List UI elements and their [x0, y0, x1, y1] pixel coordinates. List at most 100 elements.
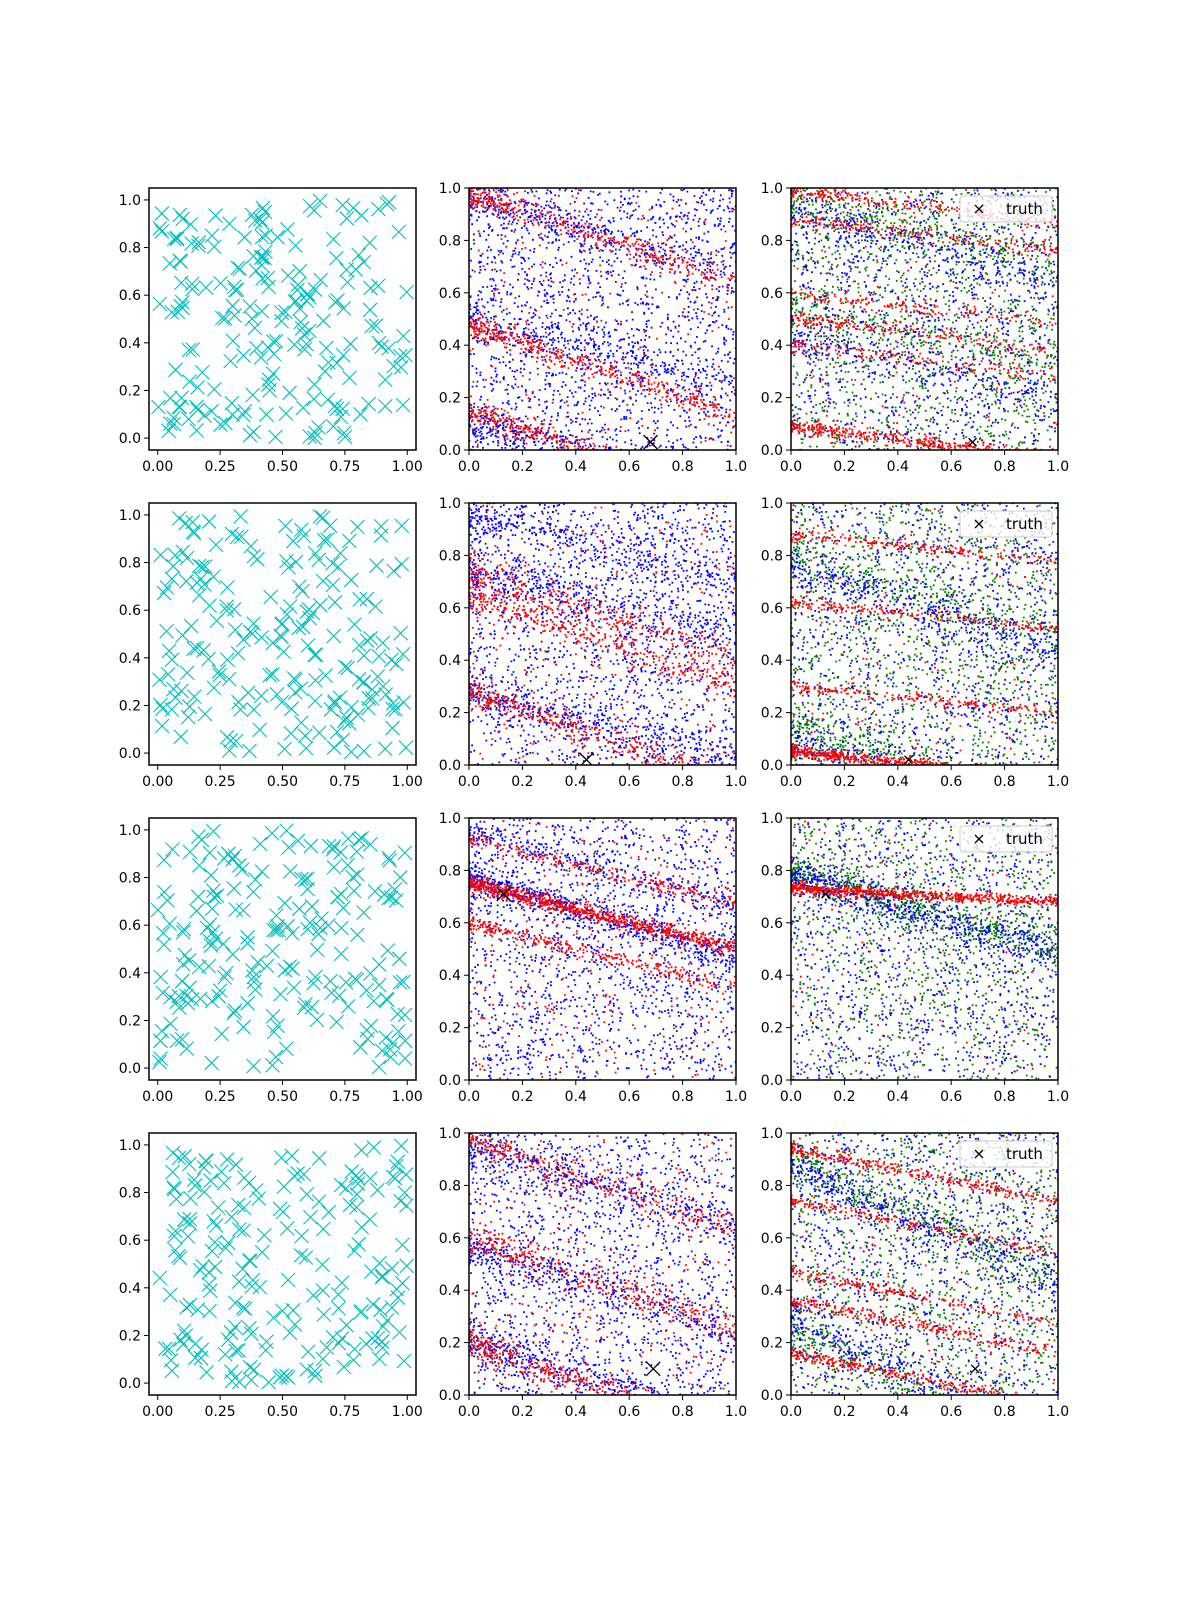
- x-tick-label: 0.00: [142, 459, 173, 475]
- sample-marker: [204, 1243, 220, 1259]
- sample-marker: [172, 207, 188, 223]
- sample-marker: [298, 1250, 314, 1265]
- sample-marker: [395, 397, 411, 413]
- x-tick-label: 0.4: [565, 774, 587, 790]
- y-tick-label: 1.0: [761, 811, 783, 827]
- sample-marker: [231, 1222, 247, 1237]
- sample-marker: [266, 1024, 282, 1040]
- sample-marker: [295, 400, 311, 416]
- y-tick-label: 0.2: [119, 698, 141, 714]
- sample-marker: [331, 1300, 347, 1316]
- legend-box: [959, 195, 1053, 223]
- sample-marker: [230, 260, 246, 276]
- sample-marker: [169, 994, 184, 1010]
- x-tick-label: 0.0: [458, 774, 480, 790]
- sample-marker: [351, 637, 367, 653]
- sample-marker: [265, 667, 280, 682]
- sample-marker: [172, 1250, 188, 1266]
- sample-marker: [166, 416, 182, 432]
- sample-marker: [291, 901, 307, 917]
- sample-marker: [368, 599, 383, 614]
- sample-marker: [158, 1341, 173, 1357]
- sample-marker: [356, 905, 372, 920]
- sample-marker: [150, 902, 166, 918]
- sample-marker: [182, 844, 198, 860]
- sample-marker: [339, 1317, 354, 1333]
- y-tick-label: 0.2: [439, 391, 461, 407]
- sample-marker: [242, 299, 258, 314]
- sample-marker: [378, 1030, 394, 1045]
- y-tick-label: 1.0: [439, 496, 461, 512]
- sample-marker: [331, 988, 347, 1004]
- sample-marker: [155, 985, 171, 1001]
- sample-marker: [189, 399, 204, 415]
- x-tick-label: 0.0: [780, 459, 802, 475]
- sample-marker: [236, 1223, 251, 1239]
- sample-marker: [216, 1175, 232, 1191]
- sample-marker: [353, 406, 368, 422]
- sample-marker: [186, 523, 201, 539]
- y-tick-label: 0.2: [761, 1021, 783, 1037]
- sample-marker: [297, 728, 313, 744]
- sample-marker: [220, 652, 235, 668]
- sample-marker: [274, 694, 290, 710]
- sample-marker: [186, 641, 202, 657]
- sample-marker: [169, 231, 185, 247]
- sample-marker: [340, 274, 355, 290]
- sample-marker: [154, 718, 170, 734]
- y-tick-label: 0.8: [439, 863, 461, 879]
- sample-marker: [385, 1035, 401, 1051]
- sample-marker: [268, 429, 283, 445]
- sample-marker: [373, 518, 389, 534]
- sample-marker: [161, 643, 177, 659]
- sample-marker: [398, 1167, 414, 1182]
- y-tick-label: 0.4: [761, 968, 783, 984]
- sample-marker: [384, 1261, 400, 1276]
- sample-marker: [309, 942, 325, 958]
- y-tick-label: 0.6: [761, 1231, 783, 1247]
- sample-marker: [390, 1154, 406, 1170]
- legend-truth-marker: [974, 1149, 984, 1159]
- sample-marker: [388, 893, 404, 908]
- sample-marker: [282, 385, 298, 401]
- sample-marker: [245, 884, 261, 900]
- sample-marker: [228, 1157, 244, 1173]
- sample-marker: [282, 599, 298, 614]
- sample-marker: [308, 647, 324, 663]
- sample-marker: [153, 1033, 168, 1049]
- sample-marker: [358, 1336, 374, 1352]
- sample-marker: [359, 591, 375, 607]
- sample-marker: [184, 236, 199, 251]
- sample-marker: [254, 630, 269, 645]
- sample-marker: [277, 741, 292, 757]
- x-tick-label: 1.00: [392, 459, 423, 475]
- sample-marker: [316, 313, 331, 329]
- sample-marker: [336, 301, 352, 316]
- sample-marker: [327, 294, 343, 310]
- sample-marker: [356, 743, 372, 759]
- sample-marker: [325, 418, 341, 434]
- sample-marker: [172, 399, 188, 415]
- x-tick-label: 0.2: [833, 774, 855, 790]
- sample-marker: [206, 569, 221, 585]
- sample-marker: [248, 1182, 264, 1198]
- sample-marker: [322, 518, 338, 534]
- sample-marker: [294, 320, 310, 336]
- x-tick-label: 0.4: [887, 774, 909, 790]
- sample-marker: [350, 519, 365, 535]
- sample-marker: [182, 699, 198, 715]
- sample-marker: [202, 845, 218, 861]
- sample-marker: [326, 839, 342, 854]
- sample-marker: [345, 869, 361, 885]
- sample-marker: [242, 427, 258, 443]
- subplot-r4-c2: 0.0 0.2 0.4 0.6 0.8 1.0 0.0 0.2 0.4 0.6 0.8 1.0: [439, 1126, 747, 1420]
- sample-marker: [333, 845, 349, 860]
- posterior-samples: [791, 820, 1058, 1078]
- sample-marker: [370, 1182, 385, 1198]
- truth-marker: [496, 886, 512, 902]
- sample-marker: [278, 406, 294, 421]
- sample-marker: [336, 713, 352, 729]
- sample-marker: [341, 715, 357, 731]
- sample-marker: [394, 556, 410, 572]
- sample-marker: [156, 884, 172, 900]
